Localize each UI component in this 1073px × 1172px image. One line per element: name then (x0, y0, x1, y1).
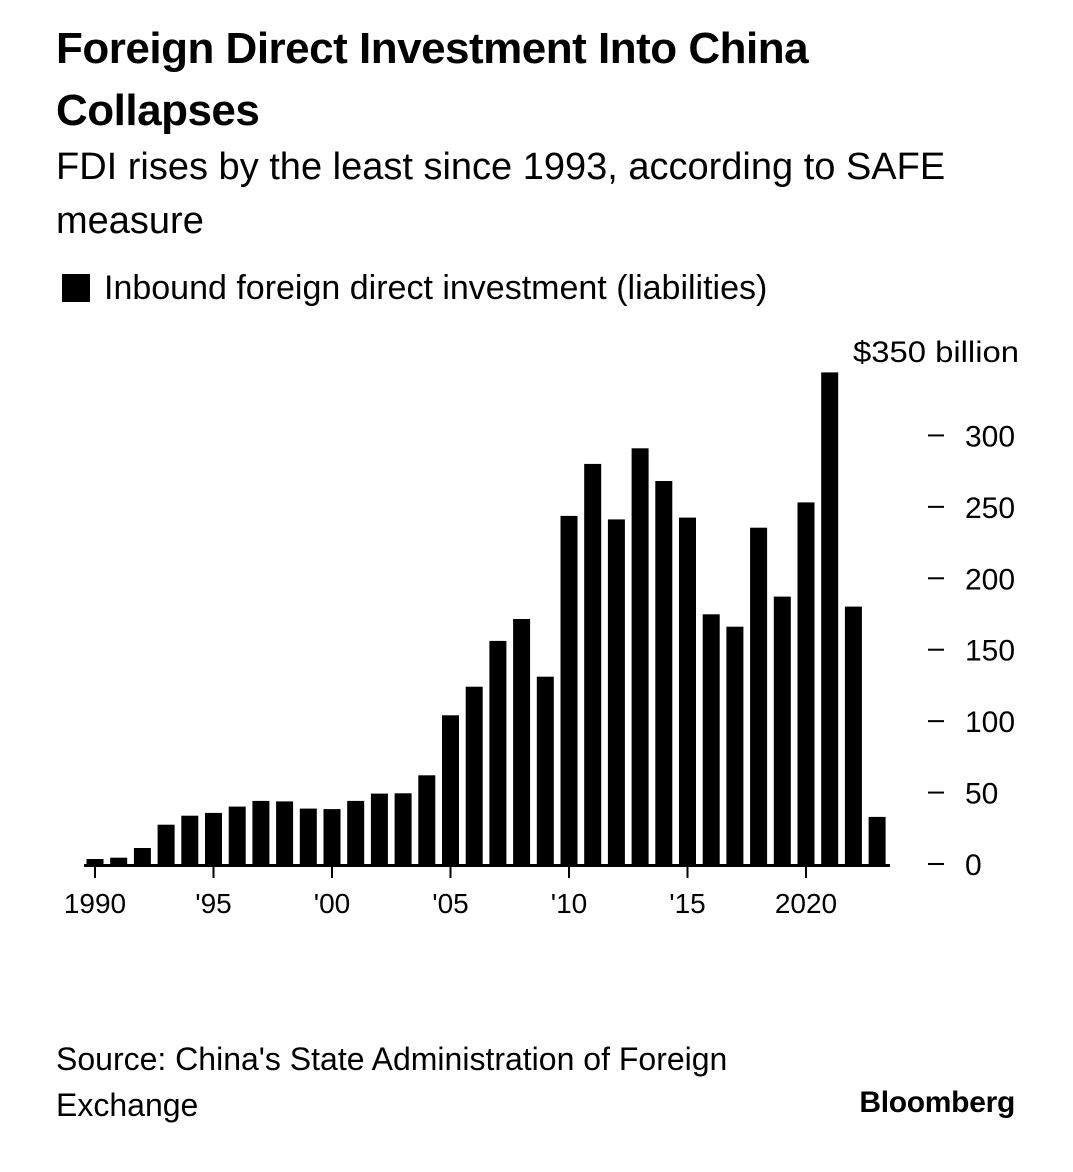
x-tick-label-1990: 1990 (64, 888, 126, 919)
bar-2018 (750, 527, 768, 864)
bar-2019 (773, 596, 791, 864)
bar-chart: 1990 '95 '00 '05 '10 '15 2020 0 50 100 150 200 250 3… (64, 336, 1019, 919)
bar-1991 (110, 857, 128, 864)
bar-1996 (228, 806, 246, 864)
bar-2023 (868, 816, 886, 864)
bar-2000 (323, 809, 341, 864)
bar-2010 (560, 515, 578, 864)
bar-2013 (631, 448, 649, 864)
bar-1997 (252, 800, 270, 864)
bar-2012 (607, 519, 625, 864)
bloomberg-logo: Bloomberg (859, 1086, 1015, 1119)
y-tick-label-0: 0 (965, 849, 982, 882)
bar-2006 (465, 686, 483, 864)
y-axis: 0 50 100 150 200 250 300 (928, 420, 1015, 882)
chart-subtitle: FDI rises by the least since 1993, accor… (56, 146, 946, 242)
x-axis: 1990 '95 '00 '05 '10 '15 2020 (64, 867, 837, 919)
bar-1990 (86, 859, 104, 864)
bar-2003 (394, 793, 412, 864)
chart-legend: Inbound foreign direct investment (liabi… (62, 266, 767, 310)
bar-1994 (181, 815, 199, 864)
bar-1995 (205, 812, 222, 864)
bar-1993 (157, 824, 175, 864)
legend-swatch (62, 274, 90, 302)
source-note: Source: China's State Administration of … (56, 1041, 728, 1123)
bar-2009 (536, 676, 554, 864)
bar-2002 (370, 793, 388, 864)
bar-2004 (418, 775, 436, 864)
bar-2011 (584, 463, 602, 864)
y-axis-unit-label: $350 billion (853, 336, 1019, 369)
bar-2020 (797, 502, 815, 864)
bar-2005 (442, 715, 459, 864)
y-tick-label-100: 100 (965, 706, 1015, 739)
bar-2007 (489, 640, 507, 864)
bar-1998 (276, 801, 294, 864)
x-tick-label-2015: '15 (669, 888, 706, 919)
bar-2022 (844, 606, 862, 864)
x-tick-label-2020: 2020 (775, 888, 837, 919)
y-tick-label-200: 200 (965, 563, 1015, 596)
bar-2008 (513, 619, 531, 864)
bar-2014 (655, 481, 673, 864)
bar-2001 (347, 800, 365, 864)
x-tick-label-1995: '95 (195, 888, 232, 919)
x-tick-label-2005: '05 (432, 888, 469, 919)
y-tick-label-300: 300 (965, 420, 1015, 453)
y-tick-label-250: 250 (965, 492, 1015, 525)
bar-1999 (299, 808, 317, 864)
bar-2017 (726, 626, 744, 864)
bar-2015 (679, 517, 696, 864)
chart-title: Foreign Direct Investment Into China Col… (56, 24, 809, 135)
x-tick-label-2000: '00 (314, 888, 351, 919)
x-tick-label-2010: '10 (551, 888, 588, 919)
legend-label: Inbound foreign direct investment (liabi… (104, 268, 768, 307)
bar-2016 (702, 614, 720, 864)
bar-1992 (133, 848, 151, 864)
bar-2021 (821, 372, 839, 864)
bars-group (86, 372, 886, 864)
y-tick-label-50: 50 (965, 778, 998, 811)
y-tick-label-150: 150 (965, 635, 1015, 668)
